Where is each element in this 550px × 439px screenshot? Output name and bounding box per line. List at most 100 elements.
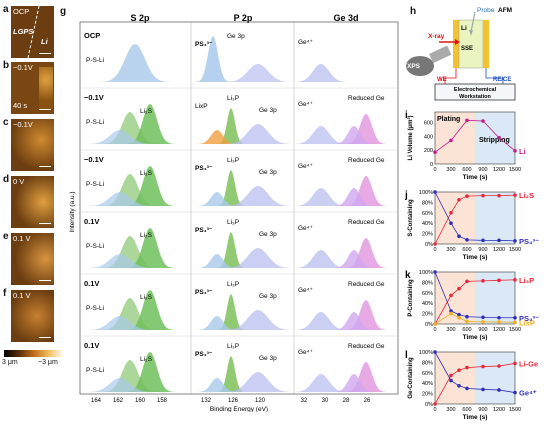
s2p-label: Li₂S <box>140 294 153 301</box>
data-point <box>497 315 501 320</box>
x-tick-label: 600 <box>462 327 471 333</box>
data-point <box>457 198 461 202</box>
xps-row-label: 0.1V <box>84 217 99 226</box>
x-tick-label: 900 <box>478 247 487 253</box>
p2p-ge3p-peak <box>193 248 291 268</box>
x-axis-label: Time (s) <box>463 254 488 261</box>
colorbar <box>4 350 64 357</box>
x-tick-label: 1200 <box>493 407 505 413</box>
data-point <box>465 238 469 242</box>
xps-spectra-panel: S 2p P 2p Ge 3d Intensity (a.u.) Binding Ene… <box>69 13 399 412</box>
p2p-label: LixP <box>195 103 208 110</box>
data-point <box>497 238 501 243</box>
x-tick-label: 1200 <box>493 247 505 253</box>
p2p-ps4-peak <box>193 36 291 82</box>
afm-label-a: OCP <box>13 7 30 16</box>
data-point <box>433 322 437 326</box>
data-point <box>465 118 469 123</box>
afm-image-d: 0 V <box>11 176 54 228</box>
series-legend-label: PS₄³⁻ <box>519 237 539 246</box>
p2p-minor-peak <box>193 254 291 268</box>
xps-xtick: 26 <box>364 398 371 404</box>
y-axis-label: P-Containing <box>408 279 414 317</box>
data-point <box>433 190 437 194</box>
chart-letter: j <box>405 190 408 201</box>
p2p-label: Ge 3p <box>259 293 277 300</box>
chart-letter: i <box>405 110 408 121</box>
plot-frame <box>434 191 516 245</box>
data-point <box>457 286 461 291</box>
p2p-minor-peak <box>193 130 291 144</box>
sse-label: SSE <box>461 46 473 52</box>
y-tick-label: 80% <box>422 280 433 286</box>
ge3d-reduced-peak <box>296 300 394 330</box>
p2p-ge3p-peak <box>193 64 291 82</box>
p2p-minor-peak <box>193 378 291 392</box>
data-point <box>433 270 437 274</box>
x-axis-label: Time (s) <box>463 334 488 341</box>
ge3d-reduced-peak <box>296 362 394 392</box>
x-tick-label: 1200 <box>493 167 505 173</box>
s2p-li2s-peak <box>90 112 188 144</box>
xps-xtick: 132 <box>201 398 212 404</box>
x-tick-label: 0 <box>433 247 436 253</box>
p2p-label: Li₃P <box>227 95 239 102</box>
data-point <box>449 138 453 143</box>
plot-frame <box>434 111 516 165</box>
xps-xtick: 28 <box>343 398 350 404</box>
chart-letter: k <box>405 270 411 281</box>
y-tick-label: 60% <box>422 211 433 217</box>
plot-frame <box>434 351 516 405</box>
data-point <box>481 238 485 243</box>
ge3d-label: Ge⁴⁺ <box>298 225 313 232</box>
ge3d-ge4-peak <box>296 250 394 268</box>
xps-ylabel: Intensity (a.u.) <box>69 191 76 232</box>
x-tick-label: 1200 <box>493 327 505 333</box>
workstation-label-2: Workstation <box>459 94 491 100</box>
ge3d-label: Ge⁴⁺ <box>298 287 313 294</box>
y-tick-label: 20% <box>422 312 433 318</box>
s2p-peak <box>90 44 188 82</box>
data-point <box>449 293 453 298</box>
chart-letter: l <box>405 350 408 361</box>
afm-label-e: 0.1 V <box>13 234 31 243</box>
workstation-label-1: Electrochemical <box>454 87 497 93</box>
afm-image-b: −0.1V 40 s <box>11 62 54 114</box>
panel-letter-f: f <box>3 288 7 299</box>
x-tick-label: 0 <box>433 407 436 413</box>
panel-letter-h: h <box>410 6 417 17</box>
we-label: WE <box>437 77 447 83</box>
ge3d-label: Ge⁴⁺ <box>298 101 313 108</box>
x-tick-label: 900 <box>478 167 487 173</box>
data-point <box>433 150 437 155</box>
y-tick-label: 20% <box>422 232 433 238</box>
x-tick-label: 1500 <box>509 407 521 413</box>
p2p-label: PS₄³⁻ <box>195 165 213 172</box>
x-tick-label: 1500 <box>509 327 521 333</box>
y-tick-label: 100% <box>419 350 433 356</box>
data-point <box>449 221 453 225</box>
s2p-psli-peak <box>90 130 188 144</box>
x-tick-label: 900 <box>478 327 487 333</box>
data-point <box>481 387 485 392</box>
data-point <box>449 309 453 313</box>
p2p-label: Ge 3p <box>227 33 245 40</box>
xps-label: XPS <box>407 63 421 70</box>
p2p-label: Ge 3p <box>259 231 277 238</box>
li-schem-label: Li <box>461 25 467 32</box>
ge3d-reduced-peak <box>296 114 394 144</box>
data-point <box>497 193 501 198</box>
p2p-label: Ge 3p <box>259 107 277 114</box>
data-point <box>457 368 461 372</box>
ge3d-reduced-peak <box>296 250 394 268</box>
y-tick-label: 0 <box>430 162 433 168</box>
p2p-ge3p-peak <box>193 310 291 330</box>
p2p-ge3p-peak <box>193 124 291 144</box>
data-point <box>481 364 485 369</box>
data-point <box>497 388 501 392</box>
p2p-label: PS₄³⁻ <box>195 227 213 234</box>
sse-block <box>458 19 484 69</box>
p2p-label: Li₃P <box>227 343 239 350</box>
data-point <box>513 315 517 320</box>
y-tick-label: 40% <box>422 221 433 227</box>
